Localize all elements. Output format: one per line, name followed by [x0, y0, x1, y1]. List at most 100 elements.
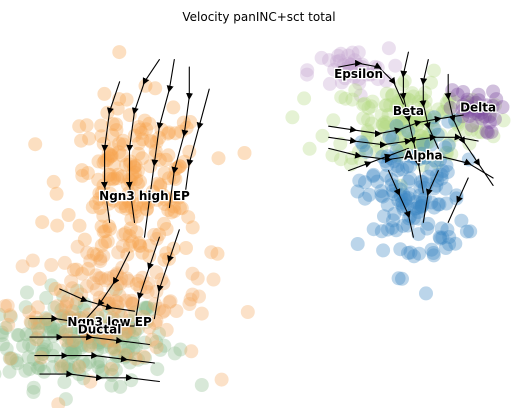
cell-point [333, 46, 348, 61]
cell-point [118, 226, 133, 241]
cell-point [0, 328, 9, 343]
cell-point [403, 245, 418, 260]
cell-point [34, 350, 49, 365]
cell-point [119, 324, 134, 339]
cell-point [109, 117, 124, 132]
cell-point [383, 97, 398, 112]
cell-point [411, 205, 426, 220]
cell-point [70, 239, 85, 254]
cell-point [125, 234, 140, 249]
cell-point [454, 213, 469, 228]
cell-point [285, 110, 300, 125]
cell-point [485, 99, 500, 113]
cell-point [167, 204, 182, 219]
cell-point [482, 115, 497, 130]
cell-point [120, 247, 135, 262]
cell-point [149, 231, 164, 246]
cell-point [435, 230, 450, 245]
cell-point [388, 58, 403, 73]
cell-point [427, 200, 442, 215]
cell-point [155, 305, 170, 320]
cell-point [409, 201, 424, 216]
cell-point [157, 338, 172, 353]
cell-point [115, 196, 130, 210]
cell-point [348, 83, 363, 98]
cluster-label-beta: Beta [393, 104, 424, 118]
cell-point [150, 362, 165, 377]
cell-point [300, 63, 315, 78]
cell-point [101, 219, 116, 234]
cell-point [362, 187, 377, 202]
cell-point [211, 151, 226, 166]
cell-point [51, 397, 66, 408]
cell-point [161, 203, 176, 217]
cell-point [112, 136, 127, 151]
cell-point [117, 316, 132, 331]
cell-point [157, 216, 171, 231]
cell-point [356, 97, 371, 112]
cell-point [357, 96, 372, 111]
cell-point [333, 136, 348, 151]
cell-point [149, 334, 164, 349]
cell-point [364, 99, 379, 114]
cell-point [330, 54, 344, 69]
cell-point [110, 266, 124, 281]
cell-point [35, 215, 50, 230]
cell-point [69, 296, 84, 311]
cell-point [334, 75, 349, 90]
cell-point [93, 251, 108, 266]
cell-point [115, 148, 130, 163]
cell-point [0, 337, 10, 352]
cell-point [159, 222, 174, 236]
cell-point [302, 141, 317, 156]
cell-point [102, 196, 116, 211]
cell-point [123, 308, 138, 323]
cell-point [118, 201, 133, 216]
cell-point [401, 174, 416, 189]
cell-point [433, 231, 448, 246]
cell-point [121, 185, 136, 200]
cell-point [365, 94, 380, 109]
cell-point [11, 328, 26, 343]
cell-point [107, 342, 122, 357]
cell-point [0, 341, 14, 356]
cell-point [70, 283, 85, 298]
cell-point [353, 88, 368, 103]
cell-point [125, 296, 140, 311]
cell-point [426, 246, 441, 260]
cell-point [384, 172, 399, 187]
cell-point [81, 261, 96, 276]
cell-point [72, 360, 87, 374]
cell-point [3, 351, 18, 366]
cell-point [2, 351, 17, 366]
cell-point [459, 224, 474, 239]
cell-point [413, 180, 428, 195]
cell-point [152, 326, 166, 341]
cell-point [89, 247, 104, 262]
cell-point [358, 175, 372, 190]
cell-point [44, 258, 59, 272]
cell-point [396, 187, 411, 202]
cell-point [121, 273, 136, 288]
cell-point [128, 351, 143, 366]
cell-point [334, 90, 349, 105]
cell-point [35, 347, 50, 362]
cell-point [375, 117, 390, 132]
cell-point [25, 253, 40, 268]
cell-point [83, 253, 98, 268]
cell-point [445, 83, 460, 98]
streamline-8 [29, 314, 141, 330]
cell-point [429, 168, 444, 183]
cell-point [331, 48, 346, 63]
cell-point [412, 246, 427, 261]
cell-point [432, 230, 447, 245]
streamline-17 [399, 51, 424, 194]
cell-point [164, 205, 179, 220]
cell-point [118, 199, 133, 214]
cell-point [140, 300, 155, 315]
cell-point [46, 341, 61, 356]
cell-point [167, 346, 182, 361]
streamline-12 [59, 288, 136, 312]
cell-point [28, 310, 43, 325]
cell-point [19, 327, 34, 342]
